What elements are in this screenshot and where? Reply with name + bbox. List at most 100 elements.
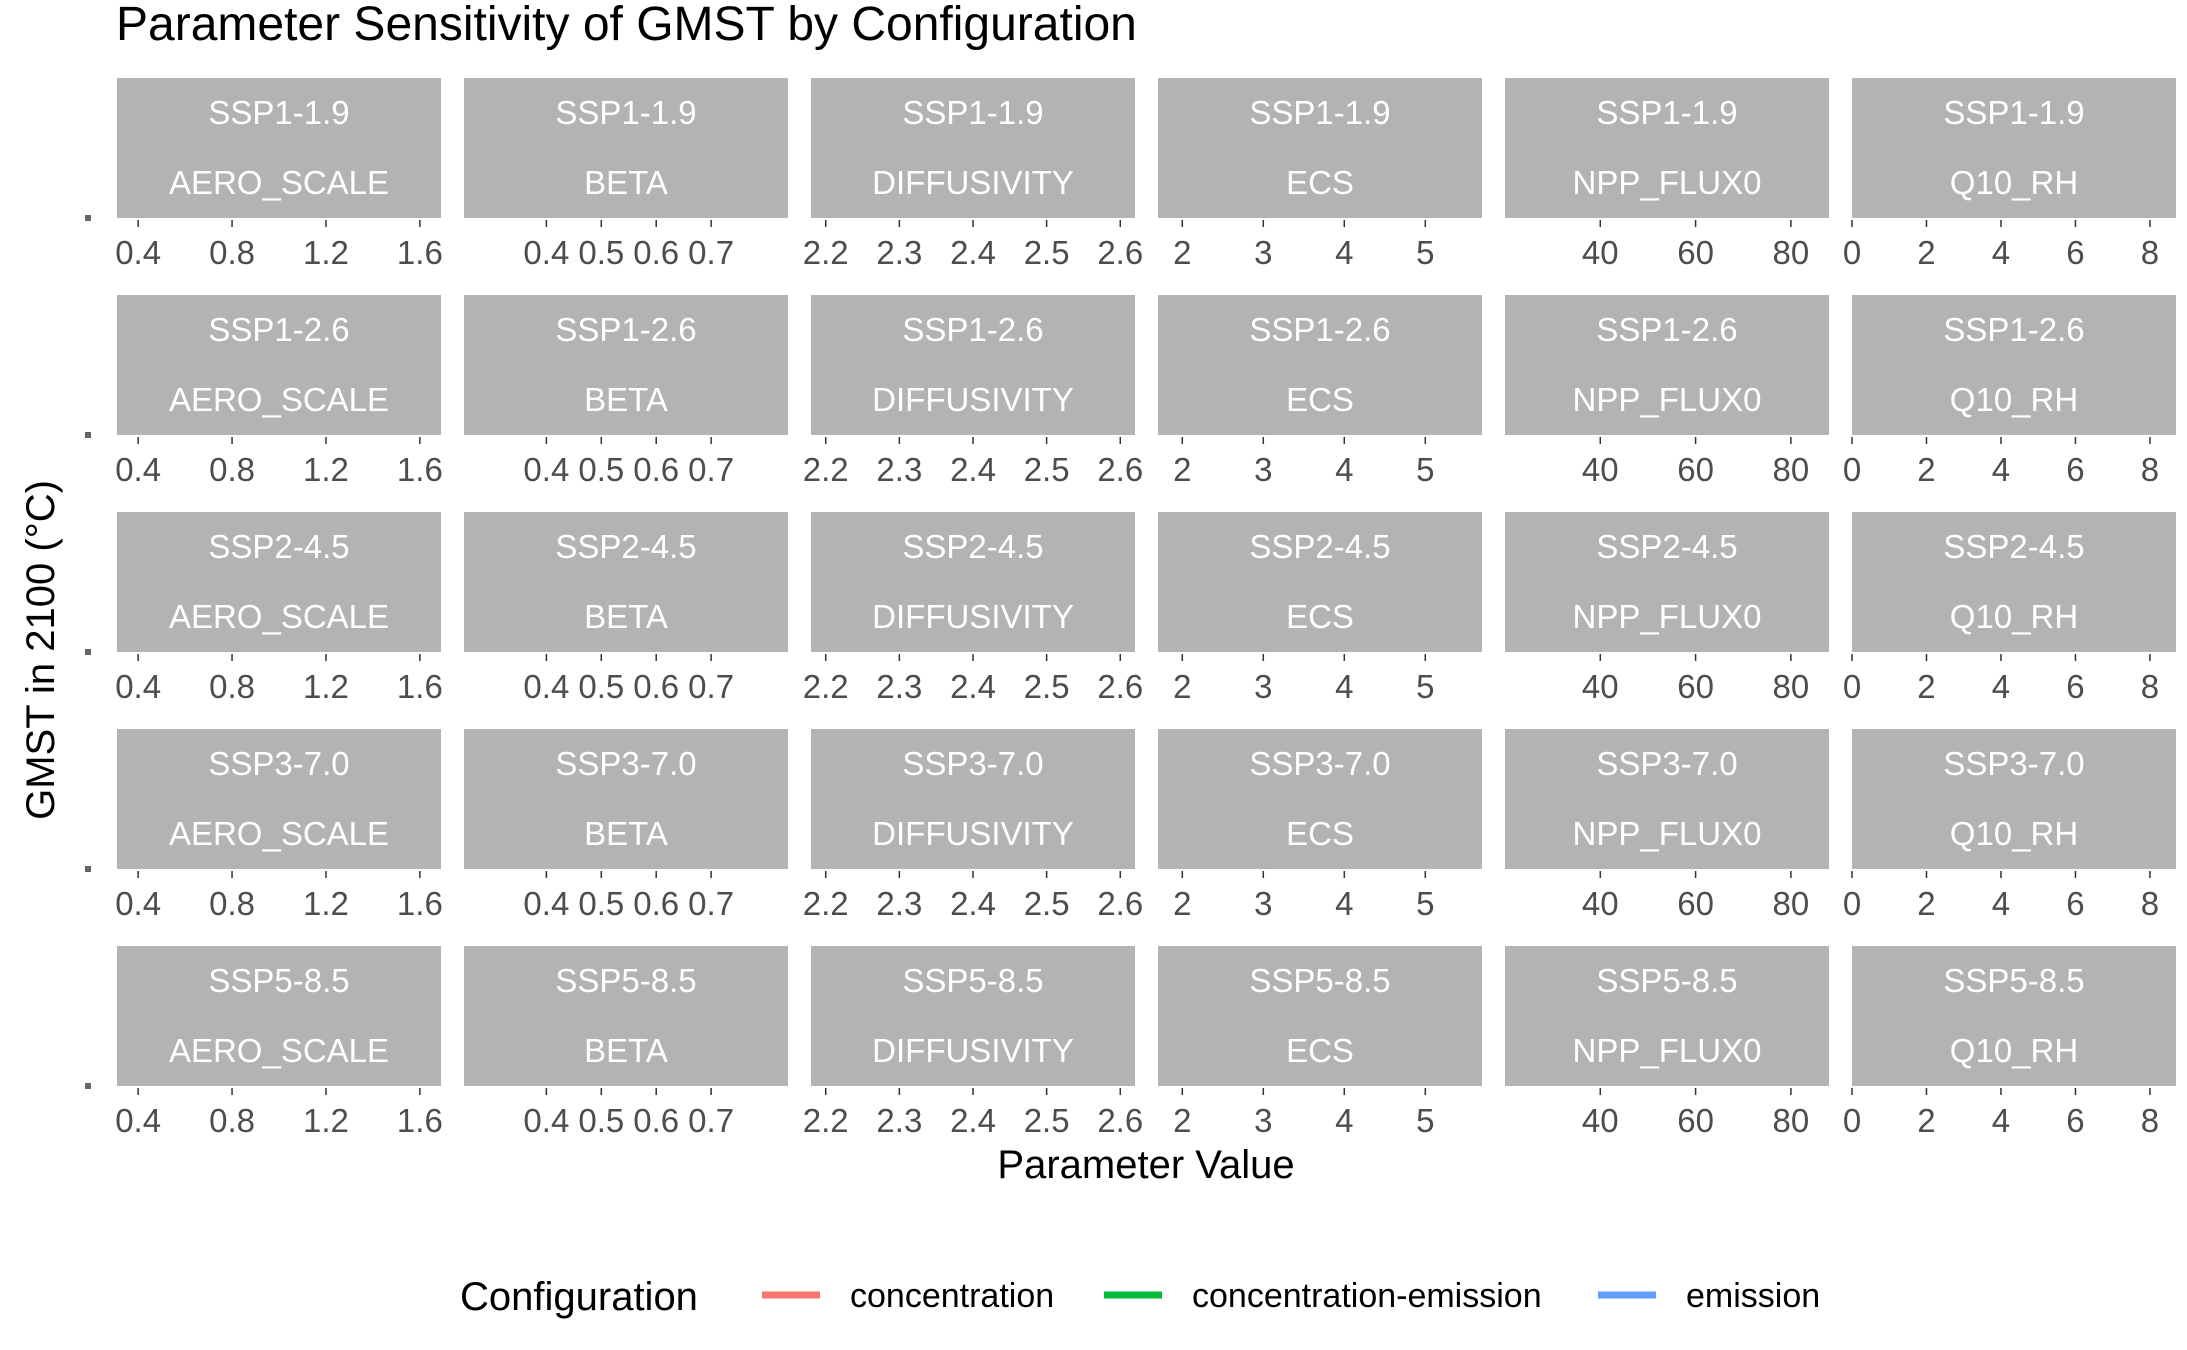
x-tick-label: 5 — [1416, 1102, 1434, 1139]
y-axis-label: GMST in 2100 (°C) — [19, 480, 63, 820]
x-tick-label: 0.4 — [523, 451, 569, 488]
x-tick-label: 0 — [1843, 234, 1861, 271]
x-tick-label: 2.6 — [1097, 668, 1143, 705]
facet-strip — [1505, 946, 1829, 1086]
x-tick-label: 2 — [1917, 1102, 1935, 1139]
facet-panel: SSP1-1.9 Q10_RH 0 2 4 6 8 — [1843, 78, 2176, 271]
x-tick-label: 8 — [2141, 668, 2159, 705]
facet-strip-scenario: SSP2-4.5 — [1596, 528, 1737, 565]
facet-strip-scenario: SSP5-8.5 — [1596, 962, 1737, 999]
x-tick-label: 0.6 — [633, 668, 679, 705]
x-tick-label: 4 — [1335, 668, 1353, 705]
x-tick-label: 0 — [1843, 1102, 1861, 1139]
x-tick-label: 60 — [1677, 668, 1714, 705]
x-tick-label: 2.2 — [803, 234, 849, 271]
facet-strip — [811, 295, 1135, 435]
x-tick-label: 0.4 — [115, 234, 161, 271]
x-tick-label: 2.6 — [1097, 451, 1143, 488]
facet-strip-scenario: SSP5-8.5 — [208, 962, 349, 999]
facet-strip — [1158, 295, 1482, 435]
x-tick-label: 4 — [1335, 885, 1353, 922]
facet-panel: SSP5-8.5 NPP_FLUX0 40 60 80 — [1505, 946, 1829, 1139]
x-tick-label: 80 — [1773, 668, 1810, 705]
legend-item: concentration — [762, 1277, 1054, 1315]
facet-strip — [811, 946, 1135, 1086]
facet-strip-scenario: SSP1-2.6 — [1249, 311, 1390, 348]
x-tick-label: 40 — [1582, 234, 1619, 271]
x-tick-label: 2 — [1917, 234, 1935, 271]
x-tick-label: 60 — [1677, 234, 1714, 271]
facet-strip — [117, 512, 441, 652]
x-tick-label: 6 — [2066, 451, 2084, 488]
x-tick-label: 2.6 — [1097, 1102, 1143, 1139]
facet-strip-parameter: NPP_FLUX0 — [1573, 598, 1762, 635]
x-tick-label: 80 — [1773, 451, 1810, 488]
x-tick-label: 6 — [2066, 234, 2084, 271]
facet-strip-scenario: SSP1-2.6 — [208, 311, 349, 348]
x-tick-label: 1.6 — [397, 885, 443, 922]
facet-strip-scenario: SSP5-8.5 — [555, 962, 696, 999]
facet-strip-parameter: NPP_FLUX0 — [1573, 815, 1762, 852]
x-tick-label: 6 — [2066, 668, 2084, 705]
facet-panel: SSP1-2.6 DIFFUSIVITY 2.2 2.3 2.4 2.5 2.6 — [803, 295, 1143, 488]
x-tick-label: 0.7 — [688, 1102, 734, 1139]
x-tick-label: 1.6 — [397, 1102, 443, 1139]
x-tick-label: 0.4 — [115, 668, 161, 705]
facet-panel: SSP1-2.6 BETA 0.4 0.5 0.6 0.7 — [464, 295, 788, 488]
facet-strip — [811, 729, 1135, 869]
x-tick-label: 8 — [2141, 234, 2159, 271]
facet-panel: SSP3-7.0 NPP_FLUX0 40 60 80 — [1505, 729, 1829, 922]
facet-strip — [117, 295, 441, 435]
x-tick-label: 0.7 — [688, 234, 734, 271]
x-tick-label: 0.4 — [523, 668, 569, 705]
legend-item: concentration-emission — [1104, 1277, 1542, 1315]
x-tick-label: 2 — [1173, 885, 1191, 922]
facet-strip-scenario: SSP1-1.9 — [1249, 94, 1390, 131]
x-tick-label: 0 — [1843, 885, 1861, 922]
facet-strip-parameter: BETA — [584, 1032, 668, 1069]
x-tick-label: 2.3 — [876, 451, 922, 488]
facet-panel: SSP5-8.5 DIFFUSIVITY 2.2 2.3 2.4 2.5 2.6 — [803, 946, 1143, 1139]
x-tick-label: 2 — [1917, 885, 1935, 922]
x-tick-label: 0.4 — [523, 885, 569, 922]
x-tick-label: 40 — [1582, 885, 1619, 922]
facet-strip — [1158, 946, 1482, 1086]
facet-strip — [1505, 729, 1829, 869]
x-tick-label: 3 — [1254, 668, 1272, 705]
facet-strip-parameter: AERO_SCALE — [169, 815, 389, 852]
x-tick-label: 0.4 — [523, 234, 569, 271]
x-tick-label: 1.2 — [303, 885, 349, 922]
x-tick-label: 0.7 — [688, 451, 734, 488]
x-tick-label: 2.5 — [1024, 668, 1070, 705]
x-tick-label: 2 — [1173, 451, 1191, 488]
x-tick-label: 2.2 — [803, 668, 849, 705]
x-tick-label: 0.8 — [209, 234, 255, 271]
x-tick-label: 1.6 — [397, 668, 443, 705]
facet-panel: SSP2-4.5 ECS 2 3 4 5 — [1158, 512, 1482, 705]
facet-strip-parameter: ECS — [1286, 815, 1354, 852]
facet-strip-scenario: SSP1-2.6 — [1943, 311, 2084, 348]
x-tick-label: 80 — [1773, 234, 1810, 271]
x-tick-label: 2.6 — [1097, 885, 1143, 922]
facet-strip-parameter: NPP_FLUX0 — [1573, 1032, 1762, 1069]
facet-strip-parameter: Q10_RH — [1950, 815, 2078, 852]
facet-strip-scenario: SSP3-7.0 — [1943, 745, 2084, 782]
facet-strip — [1505, 295, 1829, 435]
x-tick-label: 1.2 — [303, 234, 349, 271]
x-axis-label: Parameter Value — [997, 1143, 1294, 1187]
x-tick-label: 2.2 — [803, 1102, 849, 1139]
facet-strip-parameter: BETA — [584, 815, 668, 852]
facet-strip-parameter: AERO_SCALE — [169, 598, 389, 635]
facet-strip-scenario: SSP1-2.6 — [1596, 311, 1737, 348]
facet-strip — [811, 512, 1135, 652]
x-tick-label: 80 — [1773, 1102, 1810, 1139]
facet-panel: SSP3-7.0 ECS 2 3 4 5 — [1158, 729, 1482, 922]
x-tick-label: 4 — [1335, 1102, 1353, 1139]
x-tick-label: 0 — [1843, 451, 1861, 488]
facet-panel: SSP3-7.0 DIFFUSIVITY 2.2 2.3 2.4 2.5 2.6 — [803, 729, 1143, 922]
